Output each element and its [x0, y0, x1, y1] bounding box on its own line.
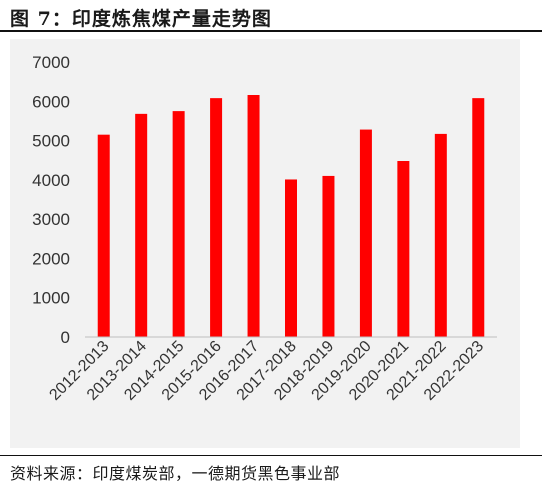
bar [172, 111, 185, 337]
y-tick-label: 3000 [32, 210, 70, 229]
bar [97, 134, 110, 337]
y-tick-label: 1000 [32, 289, 70, 308]
bar [397, 161, 410, 337]
bar [135, 113, 148, 337]
bar [247, 95, 260, 337]
y-tick-label: 5000 [32, 132, 70, 151]
y-tick-label: 4000 [32, 171, 70, 190]
source-divider [0, 455, 542, 456]
y-tick-label: 6000 [32, 92, 70, 111]
bar [322, 175, 335, 337]
bar [285, 179, 297, 337]
source-note: 资料来源：印度煤炭部，一德期货黑色事业部 [10, 464, 341, 483]
title-divider [0, 30, 542, 32]
bar [210, 98, 223, 338]
bar [434, 133, 447, 337]
bar [472, 98, 485, 338]
bar [359, 129, 372, 337]
y-tick-label: 7000 [32, 53, 70, 72]
figure-title: 图 7：印度炼焦煤产量走势图 [10, 8, 272, 30]
y-tick-label: 0 [61, 328, 70, 347]
y-tick-label: 2000 [32, 249, 70, 268]
